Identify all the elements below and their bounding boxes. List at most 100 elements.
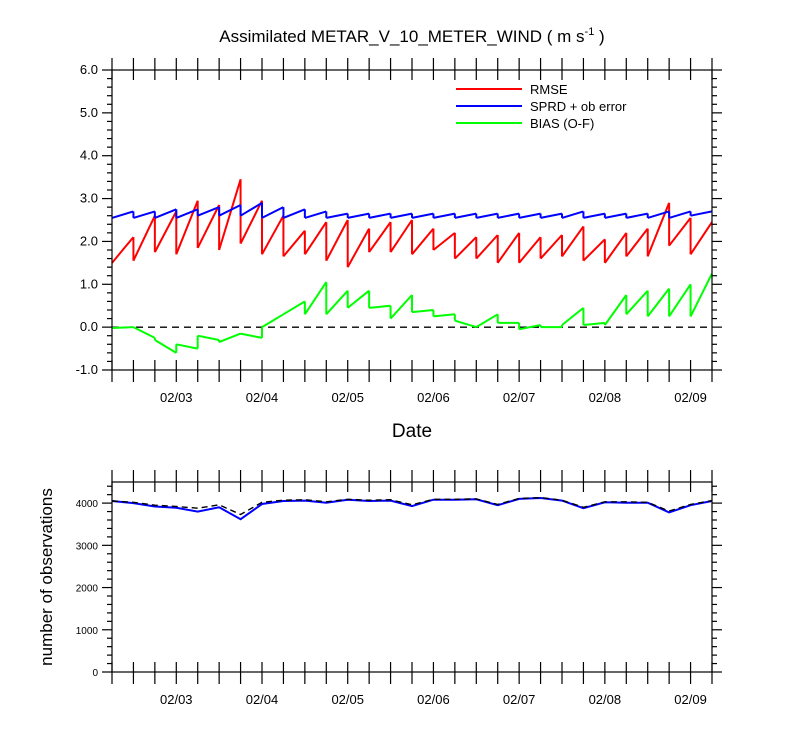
- series-segment: [496, 232, 520, 264]
- series-segment: [111, 210, 134, 219]
- series-segment: [604, 232, 628, 264]
- series-segment: [133, 210, 156, 219]
- top-y-tick-label: 4.0: [80, 148, 98, 163]
- series-segment: [196, 204, 220, 249]
- series-segment: [433, 212, 456, 219]
- series-segment: [154, 339, 177, 354]
- main-chart-panel: -1.00.01.02.03.04.05.06.0 02/03 02/04 02/0…: [76, 58, 722, 442]
- series-segment: [540, 212, 563, 219]
- series-segment: [518, 324, 541, 331]
- series-segment: [454, 212, 477, 219]
- bot-x-tick-label: 02/03: [160, 692, 193, 707]
- observations-chart-frame: [111, 481, 713, 673]
- observations-obs-possible-line: [111, 496, 713, 516]
- series-segment: [626, 212, 648, 219]
- observations-x-tick-labels: 02/03 02/04 02/05 02/06 02/07 02/08 02/09: [160, 692, 707, 707]
- top-y-tick-label: 3.0: [80, 191, 98, 206]
- observations-chart-series: [111, 496, 713, 521]
- series-segment: [625, 290, 649, 315]
- series-segment: [368, 212, 391, 219]
- series-segment: [154, 208, 177, 219]
- bot-x-tick-label: 02/04: [246, 692, 279, 707]
- series-segment: [282, 300, 306, 316]
- series-segment: [304, 221, 328, 255]
- series-segment: [604, 294, 628, 326]
- series-segment: [326, 212, 348, 219]
- observations-chart-ticks: [102, 470, 722, 684]
- series-segment: [197, 334, 220, 341]
- series-segment: [625, 227, 649, 258]
- series-segment: [132, 215, 156, 262]
- series-segment: [454, 236, 478, 260]
- series-segment: [604, 212, 627, 219]
- series-bias-o-f-: [111, 273, 713, 354]
- main-chart-frame: [111, 69, 713, 371]
- series-segment: [347, 289, 370, 309]
- series-segment: [175, 208, 199, 219]
- series-segment: [475, 234, 499, 260]
- x-axis-title: Date: [392, 421, 432, 442]
- observations-y-tick-labels: 0 1000 2000 3000 4000: [76, 499, 99, 679]
- series-segment: [261, 215, 285, 255]
- series-segment: [668, 210, 691, 219]
- legend-label-sprd: SPRD + ob error: [530, 99, 627, 114]
- series-segment: [518, 236, 542, 264]
- series-segment: [304, 281, 328, 315]
- series-segment: [539, 234, 563, 260]
- series-segment: [261, 313, 284, 328]
- main-chart-ticks: [102, 58, 722, 382]
- top-y-tick-label: 0.0: [80, 319, 98, 334]
- series-segment: [475, 313, 499, 328]
- series-segment: [282, 230, 306, 258]
- series-segment: [389, 294, 413, 320]
- series-segment: [689, 221, 713, 255]
- series-segment: [689, 273, 713, 317]
- top-x-tick-label: 02/04: [246, 390, 279, 405]
- series-segment: [368, 221, 392, 253]
- series-segment: [240, 202, 263, 217]
- series-segment: [197, 206, 220, 217]
- series-segment: [261, 206, 284, 219]
- series-segment: [325, 290, 349, 315]
- legend: RMSE SPRD + ob error BIAS (O-F): [456, 82, 627, 131]
- top-y-tick-label: 1.0: [80, 276, 98, 291]
- observations-y-axis-title: number of observations: [37, 488, 56, 666]
- series-segment: [346, 228, 370, 268]
- series-segment: [561, 225, 585, 257]
- series-segment: [411, 227, 435, 255]
- chart-title: Assimilated METAR_V_10_METER_WIND ( m s-…: [219, 26, 604, 46]
- bot-x-tick-label: 02/07: [503, 692, 536, 707]
- legend-label-bias: BIAS (O-F): [530, 116, 594, 131]
- series-segment: [240, 332, 263, 339]
- top-x-tick-label: 02/09: [674, 390, 707, 405]
- top-x-tick-label: 02/05: [331, 390, 364, 405]
- series-segment: [283, 208, 306, 219]
- series-rmse: [111, 179, 713, 268]
- series-segment: [561, 307, 585, 326]
- series-segment: [389, 219, 413, 253]
- series-segment: [432, 232, 456, 251]
- series-segment: [176, 343, 198, 350]
- series-segment: [668, 283, 692, 317]
- main-chart-series: [111, 179, 713, 354]
- legend-label-rmse: RMSE: [530, 82, 568, 97]
- series-segment: [518, 212, 541, 219]
- series-sprd-ob-error: [111, 202, 713, 219]
- main-chart-y-tick-labels: -1.0 0.0 1.0 2.0 3.0 4.0 5.0 6.0: [76, 62, 98, 377]
- series-segment: [561, 210, 584, 219]
- series-segment: [218, 332, 241, 344]
- series-segment: [390, 212, 413, 219]
- series-segment: [239, 200, 263, 245]
- bot-y-tick-label: 1000: [76, 626, 99, 637]
- bot-x-tick-label: 02/09: [674, 692, 707, 707]
- series-segment: [111, 236, 135, 264]
- series-segment: [497, 212, 520, 219]
- series-segment: [111, 326, 134, 329]
- series-segment: [454, 319, 477, 329]
- top-y-tick-label: -1.0: [76, 362, 98, 377]
- top-y-tick-label: 5.0: [80, 105, 98, 120]
- series-segment: [218, 179, 242, 251]
- series-segment: [218, 204, 242, 217]
- series-segment: [325, 219, 349, 262]
